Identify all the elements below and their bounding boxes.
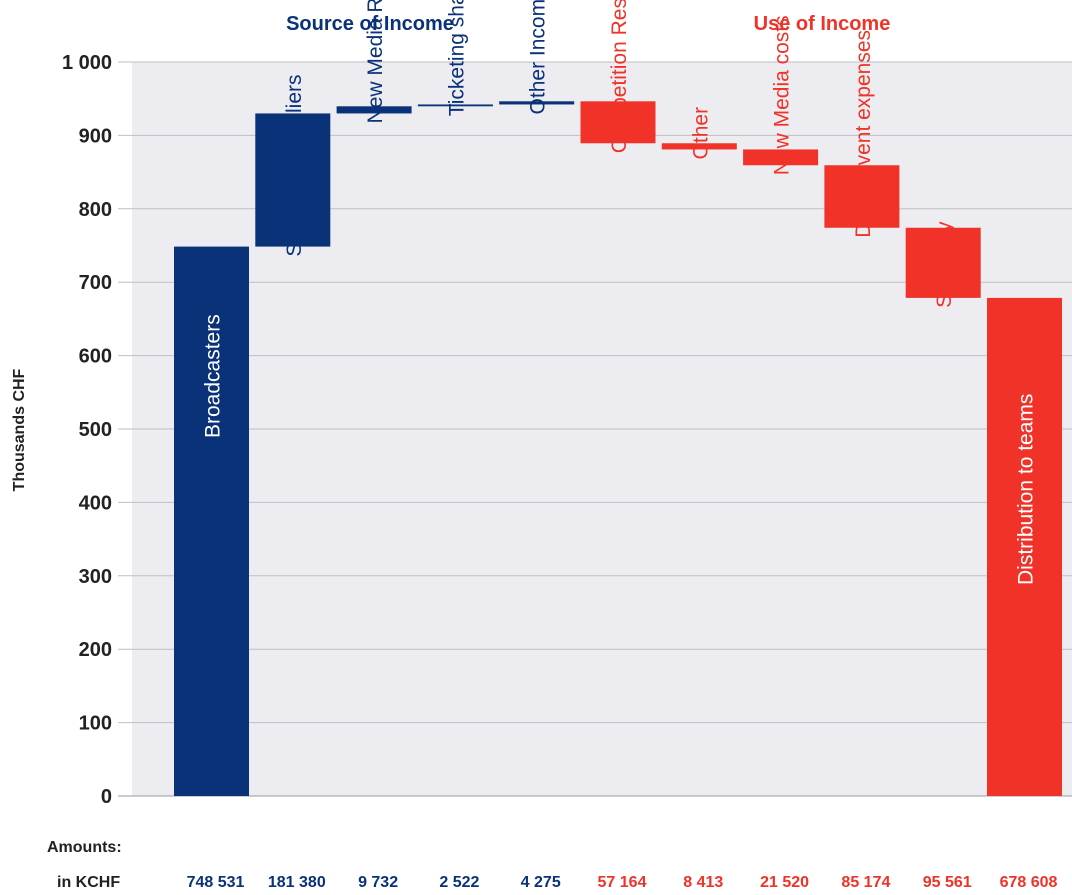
y-tick-label: 900 xyxy=(79,125,112,147)
source-of-income-heading: Source of Income xyxy=(286,13,454,35)
category-label: Broadcasters xyxy=(202,314,225,438)
bar-other-income xyxy=(499,101,575,105)
category-label: New Media costs xyxy=(771,15,794,175)
bar-distribution-to-teams xyxy=(987,297,1062,796)
amount-label: 748 531 xyxy=(187,874,245,891)
bar-new-media-costs xyxy=(743,149,819,166)
bar-new-media-rights xyxy=(336,106,412,114)
category-label: Distribution to teams xyxy=(1015,394,1038,585)
amount-label: 678 608 xyxy=(1000,874,1058,891)
amount-label: 9 732 xyxy=(358,874,398,891)
y-tick-label: 200 xyxy=(79,639,112,661)
category-label: Solidarity xyxy=(933,221,956,308)
y-tick-label: 300 xyxy=(79,566,112,588)
bar-broadcasters xyxy=(174,246,249,796)
amount-label: 2 522 xyxy=(439,874,479,891)
amount-label: 85 174 xyxy=(841,874,890,891)
bar-competition-result xyxy=(580,101,656,144)
use-of-income-heading: Use of Income xyxy=(754,13,891,35)
amount-label: 8 413 xyxy=(683,874,723,891)
category-label: New Media Rights xyxy=(364,0,387,123)
bar-ticketing-share-final xyxy=(417,104,493,107)
y-tick-label: 600 xyxy=(79,346,112,368)
amounts-label: Amounts: xyxy=(47,839,122,856)
amount-label: 4 275 xyxy=(521,874,561,891)
category-label: Other Income xyxy=(527,0,550,114)
y-axis-label: Thousands CHF xyxy=(11,368,28,491)
amount-label: 181 380 xyxy=(268,874,326,891)
y-tick-label: 400 xyxy=(79,492,112,514)
bar-direct-event-expenses xyxy=(824,165,900,228)
y-tick-label: 500 xyxy=(79,419,112,441)
bar-sponsors-suppliers xyxy=(255,113,331,247)
category-label: Direct event expenses xyxy=(852,30,875,238)
category-label: Ticketing share final xyxy=(445,0,468,116)
amount-label: 21 520 xyxy=(760,874,809,891)
y-tick-label: 0 xyxy=(101,786,112,808)
category-label: Sponsors/Suppliers xyxy=(283,74,306,256)
y-tick-label: 100 xyxy=(79,713,112,735)
amount-label: 57 164 xyxy=(598,874,647,891)
bar-solidarity xyxy=(905,227,981,298)
y-tick-label: 1 000 xyxy=(62,52,112,74)
category-label: Other xyxy=(689,107,712,160)
y-tick-label: 800 xyxy=(79,199,112,221)
amount-label: 95 561 xyxy=(923,874,972,891)
amounts-unit-label: in KCHF xyxy=(57,874,120,891)
y-tick-label: 700 xyxy=(79,272,112,294)
category-label: Competition Result xyxy=(608,0,631,153)
bar-other xyxy=(661,143,737,150)
